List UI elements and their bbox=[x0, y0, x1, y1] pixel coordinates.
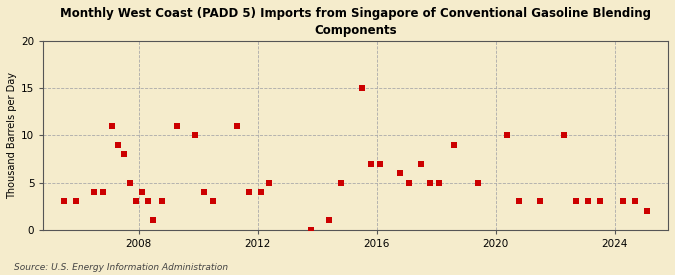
Point bbox=[172, 124, 183, 128]
Point bbox=[207, 199, 218, 204]
Point bbox=[157, 199, 168, 204]
Point bbox=[71, 199, 82, 204]
Point bbox=[374, 161, 385, 166]
Title: Monthly West Coast (PADD 5) Imports from Singapore of Conventional Gasoline Blen: Monthly West Coast (PADD 5) Imports from… bbox=[60, 7, 651, 37]
Point bbox=[142, 199, 153, 204]
Point bbox=[583, 199, 593, 204]
Text: Source: U.S. Energy Information Administration: Source: U.S. Energy Information Administ… bbox=[14, 263, 227, 272]
Point bbox=[395, 171, 406, 175]
Y-axis label: Thousand Barrels per Day: Thousand Barrels per Day bbox=[7, 72, 17, 199]
Point bbox=[472, 180, 483, 185]
Point bbox=[630, 199, 641, 204]
Point bbox=[558, 133, 569, 138]
Point bbox=[514, 199, 524, 204]
Point bbox=[535, 199, 545, 204]
Point bbox=[264, 180, 275, 185]
Point bbox=[255, 190, 266, 194]
Point bbox=[502, 133, 513, 138]
Point bbox=[130, 199, 141, 204]
Point bbox=[243, 190, 254, 194]
Point bbox=[136, 190, 147, 194]
Point bbox=[448, 142, 459, 147]
Point bbox=[232, 124, 242, 128]
Point bbox=[642, 209, 653, 213]
Point bbox=[112, 142, 123, 147]
Point bbox=[404, 180, 414, 185]
Point bbox=[190, 133, 200, 138]
Point bbox=[425, 180, 435, 185]
Point bbox=[124, 180, 135, 185]
Point bbox=[107, 124, 117, 128]
Point bbox=[356, 86, 367, 90]
Point bbox=[306, 228, 317, 232]
Point bbox=[88, 190, 99, 194]
Point bbox=[335, 180, 346, 185]
Point bbox=[97, 190, 108, 194]
Point bbox=[323, 218, 334, 222]
Point bbox=[118, 152, 129, 156]
Point bbox=[618, 199, 629, 204]
Point bbox=[594, 199, 605, 204]
Point bbox=[148, 218, 159, 222]
Point bbox=[59, 199, 70, 204]
Point bbox=[198, 190, 209, 194]
Point bbox=[433, 180, 444, 185]
Point bbox=[365, 161, 376, 166]
Point bbox=[416, 161, 427, 166]
Point bbox=[570, 199, 581, 204]
